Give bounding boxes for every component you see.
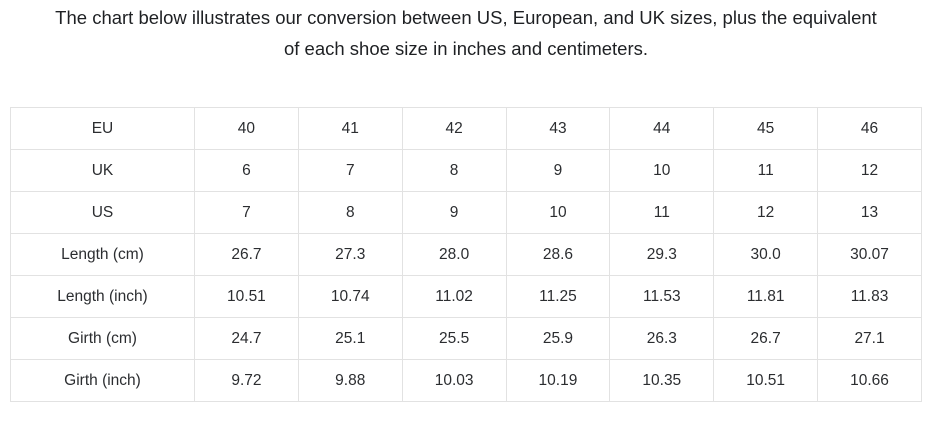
cell-value: 45 — [713, 107, 819, 150]
cell-value: 25.1 — [297, 317, 403, 360]
cell-value: 10.35 — [609, 359, 715, 402]
cell-value: 26.7 — [194, 233, 299, 276]
cell-value: 41 — [297, 107, 403, 150]
table-row: US 7 8 9 10 11 12 13 — [10, 191, 922, 234]
cell-value: 11.83 — [817, 275, 922, 318]
cell-value: 29.3 — [609, 233, 715, 276]
cell-value: 11.81 — [713, 275, 819, 318]
row-label: Length (cm) — [10, 233, 195, 276]
cell-value: 7 — [194, 191, 299, 234]
size-conversion-table: EU 40 41 42 43 44 45 46 UK 6 7 8 9 10 11 12 US 7 8 9 10 11 12 1… — [10, 107, 922, 402]
cell-value: 30.07 — [817, 233, 922, 276]
cell-value: 26.7 — [713, 317, 819, 360]
cell-value: 13 — [817, 191, 922, 234]
table-row: Length (inch) 10.51 10.74 11.02 11.25 11.53 11… — [10, 275, 922, 318]
cell-value: 10.74 — [297, 275, 403, 318]
cell-value: 10 — [609, 149, 715, 192]
row-label: Girth (cm) — [10, 317, 195, 360]
cell-value: 27.3 — [297, 233, 403, 276]
table-row: Length (cm) 26.7 27.3 28.0 28.6 29.3 30.0 30.07 — [10, 233, 922, 276]
cell-value: 7 — [297, 149, 403, 192]
cell-value: 8 — [297, 191, 403, 234]
row-label: EU — [10, 107, 195, 150]
cell-value: 6 — [194, 149, 299, 192]
cell-value: 43 — [505, 107, 611, 150]
cell-value: 25.9 — [505, 317, 611, 360]
cell-value: 8 — [401, 149, 507, 192]
cell-value: 11 — [713, 149, 819, 192]
cell-value: 30.0 — [713, 233, 819, 276]
cell-value: 9 — [505, 149, 611, 192]
table-row: Girth (cm) 24.7 25.1 25.5 25.9 26.3 26.7 27.1 — [10, 317, 922, 360]
cell-value: 27.1 — [817, 317, 922, 360]
cell-value: 10.51 — [194, 275, 299, 318]
cell-value: 26.3 — [609, 317, 715, 360]
cell-value: 40 — [194, 107, 299, 150]
cell-value: 11 — [609, 191, 715, 234]
row-label: UK — [10, 149, 195, 192]
intro-text: The chart below illustrates our conversi… — [55, 7, 877, 59]
cell-value: 28.6 — [505, 233, 611, 276]
row-label: Girth (inch) — [10, 359, 195, 402]
cell-value: 44 — [609, 107, 715, 150]
row-label: US — [10, 191, 195, 234]
cell-value: 10.51 — [713, 359, 819, 402]
cell-value: 9 — [401, 191, 507, 234]
cell-value: 28.0 — [401, 233, 507, 276]
cell-value: 12 — [817, 149, 922, 192]
table-row: UK 6 7 8 9 10 11 12 — [10, 149, 922, 192]
cell-value: 11.25 — [505, 275, 611, 318]
cell-value: 11.02 — [401, 275, 507, 318]
cell-value: 42 — [401, 107, 507, 150]
cell-value: 25.5 — [401, 317, 507, 360]
cell-value: 10.19 — [505, 359, 611, 402]
cell-value: 9.88 — [297, 359, 403, 402]
cell-value: 24.7 — [194, 317, 299, 360]
cell-value: 10 — [505, 191, 611, 234]
cell-value: 11.53 — [609, 275, 715, 318]
cell-value: 46 — [817, 107, 922, 150]
cell-value: 9.72 — [194, 359, 299, 402]
row-label: Length (inch) — [10, 275, 195, 318]
cell-value: 12 — [713, 191, 819, 234]
table-row: EU 40 41 42 43 44 45 46 — [10, 107, 922, 150]
table-row: Girth (inch) 9.72 9.88 10.03 10.19 10.35 10.51… — [10, 359, 922, 402]
cell-value: 10.66 — [817, 359, 922, 402]
size-conversion-table-body: EU 40 41 42 43 44 45 46 UK 6 7 8 9 10 11 12 US 7 8 9 10 11 12 1… — [10, 107, 922, 402]
cell-value: 10.03 — [401, 359, 507, 402]
